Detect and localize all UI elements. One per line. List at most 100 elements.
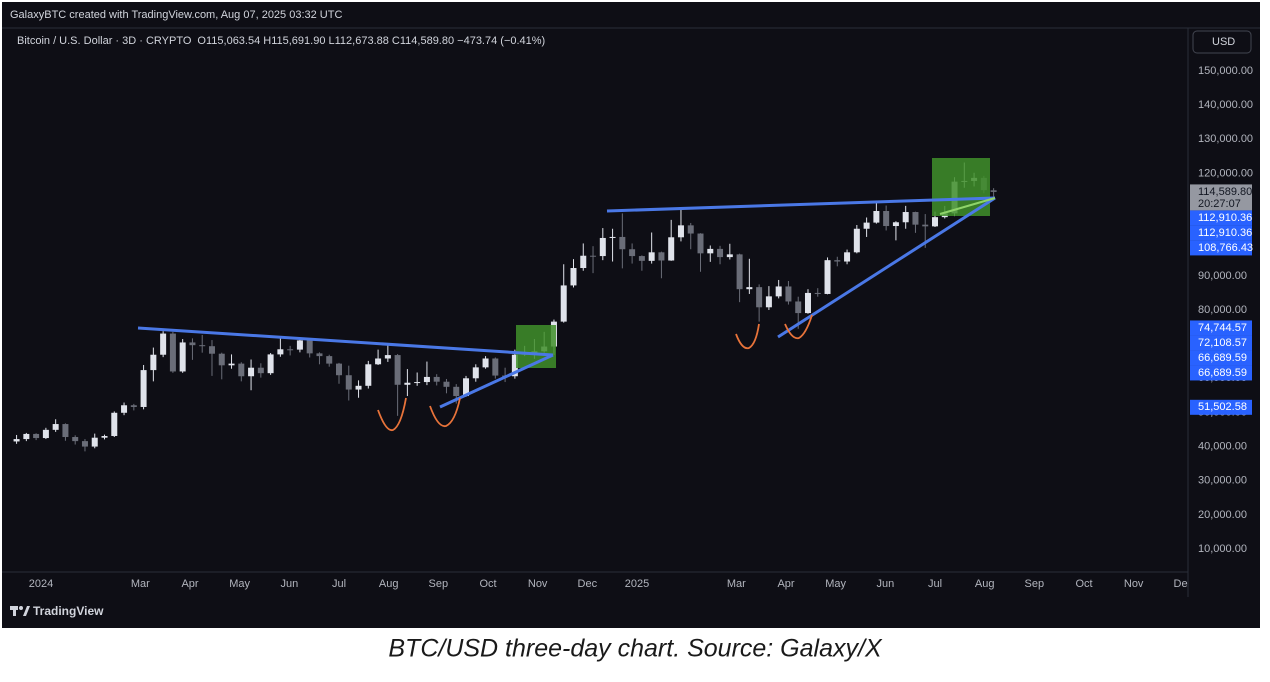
candle-body xyxy=(472,367,479,379)
candle-body xyxy=(922,224,929,227)
candle-body xyxy=(384,355,391,359)
candle-body xyxy=(658,252,665,261)
candle-body xyxy=(511,354,518,377)
y-tick-label: 130,000.00 xyxy=(1198,133,1253,145)
y-tick-label: 140,000.00 xyxy=(1198,99,1253,111)
candle-body xyxy=(873,210,880,223)
candle-body xyxy=(13,439,20,442)
x-tick-label: Oct xyxy=(479,578,496,590)
candle-body xyxy=(844,252,851,262)
x-tick-label: Jun xyxy=(280,578,298,590)
trend-line xyxy=(939,197,996,215)
candle-body xyxy=(238,363,245,377)
candle-body xyxy=(609,236,616,238)
candle-body xyxy=(345,375,352,390)
price-label-box xyxy=(1190,365,1252,381)
price-label-box xyxy=(1190,210,1252,226)
x-tick-label: 2024 xyxy=(29,578,53,590)
candle-body xyxy=(404,382,411,385)
price-label: 114,589.80 xyxy=(1198,186,1252,198)
candle-body xyxy=(580,255,587,269)
candle-body xyxy=(443,381,450,387)
candle-body xyxy=(91,437,98,447)
brand-logo xyxy=(10,606,30,616)
x-tick-label: Nov xyxy=(1124,578,1144,590)
candle-body xyxy=(433,376,440,382)
x-tick-label: May xyxy=(825,578,846,590)
candle-body xyxy=(228,363,235,366)
candle-body xyxy=(169,333,176,372)
x-tick-label: Mar xyxy=(131,578,150,590)
candle-body xyxy=(668,237,675,261)
candle-body xyxy=(932,217,938,227)
candle-body xyxy=(150,354,157,371)
x-tick-label: Mar xyxy=(727,578,746,590)
price-label-box xyxy=(1190,225,1252,241)
candle-body xyxy=(775,286,782,297)
candle-body xyxy=(111,412,118,436)
candle-body xyxy=(814,292,821,294)
candle-body xyxy=(619,236,626,250)
candle-body xyxy=(599,237,606,257)
header: GalaxyBTC created with TradingView.com, … xyxy=(10,9,342,21)
candle-body xyxy=(795,301,802,314)
price-label: 51,502.58 xyxy=(1198,401,1247,413)
candle-body xyxy=(23,433,30,440)
x-tick-label: Nov xyxy=(528,578,548,590)
price-label: 108,766.43 xyxy=(1198,242,1253,254)
x-tick-label: Aug xyxy=(975,578,995,590)
candle-body xyxy=(62,424,69,438)
x-tick-label: Dec xyxy=(1174,578,1194,590)
y-tick-label: 150,000.00 xyxy=(1198,65,1253,77)
candle-body xyxy=(199,345,206,347)
candle-body xyxy=(52,424,59,430)
y-tick-label: 90,000.00 xyxy=(1198,270,1247,282)
trend-line xyxy=(137,326,554,357)
candle-body xyxy=(130,405,137,407)
candle-body xyxy=(42,429,49,439)
price-label-box xyxy=(1190,184,1252,211)
candle-body xyxy=(638,256,645,261)
candle-body xyxy=(677,225,684,238)
candle-body xyxy=(267,354,274,374)
candle-body xyxy=(375,358,382,365)
curve-mark xyxy=(429,397,461,428)
candle-body xyxy=(208,346,215,354)
trend-line xyxy=(777,196,996,339)
chart-background xyxy=(2,2,1260,628)
candle-body xyxy=(834,260,841,262)
price-label: 66,689.59 xyxy=(1198,367,1247,379)
candle-body xyxy=(824,260,831,294)
candle-body xyxy=(726,254,733,258)
curve-mark xyxy=(735,323,760,350)
candle-body xyxy=(306,340,313,354)
candle-body xyxy=(902,212,909,223)
y-tick-label: 120,000.00 xyxy=(1198,167,1253,179)
candle-body xyxy=(179,342,186,372)
candle-body xyxy=(463,378,470,397)
candle-body xyxy=(453,386,460,397)
x-tick-label: May xyxy=(229,578,250,590)
price-label-box xyxy=(1190,335,1252,351)
y-tick-label: 20,000.00 xyxy=(1198,509,1247,521)
candle-body xyxy=(365,364,372,386)
x-tick-label: Oct xyxy=(1075,578,1092,590)
price-label: 112,910.36 xyxy=(1198,212,1252,224)
candle-body xyxy=(140,370,147,407)
legend: Bitcoin / U.S. Dollar · 3D · CRYPTO O115,… xyxy=(17,35,545,47)
x-tick-label: Aug xyxy=(379,578,399,590)
candle-body xyxy=(990,190,997,192)
candle-body xyxy=(33,433,40,439)
y-tick-label: 10,000.00 xyxy=(1198,543,1247,555)
currency-button[interactable] xyxy=(1192,30,1252,54)
candle-body xyxy=(326,356,333,364)
candle-body xyxy=(423,376,430,383)
x-tick-label: 2025 xyxy=(625,578,649,590)
candle-body xyxy=(160,333,167,355)
caption: BTC/USD three-day chart. Source: Galaxy/… xyxy=(388,635,883,663)
symbol: Bitcoin / U.S. Dollar · 3D · CRYPTO xyxy=(17,35,192,47)
x-tick-label: Apr xyxy=(777,578,794,590)
candle-body xyxy=(707,248,714,254)
countdown: 20:27:07 xyxy=(1198,198,1241,210)
